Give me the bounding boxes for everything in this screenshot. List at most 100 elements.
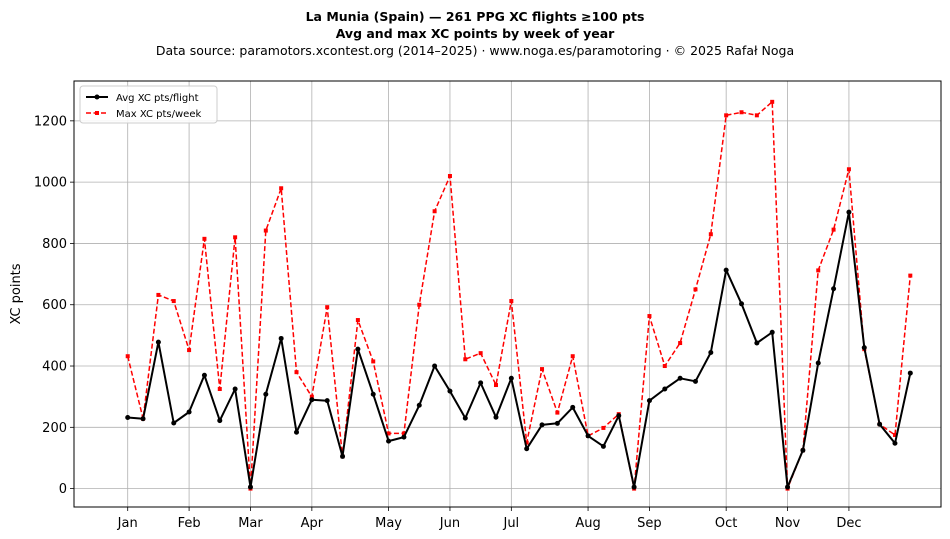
data-point-avg: [232, 386, 238, 392]
data-point-avg: [846, 209, 852, 215]
x-tick-label: Oct: [715, 516, 737, 531]
data-point-max: [386, 431, 391, 436]
y-tick-label: 800: [42, 237, 67, 252]
series-line-max: [126, 101, 912, 490]
data-point-avg: [294, 429, 300, 435]
data-point-max: [447, 174, 452, 179]
data-point-avg: [877, 421, 883, 427]
data-point-avg: [340, 453, 346, 459]
data-point-max: [540, 367, 545, 372]
data-point-max: [770, 99, 775, 104]
data-point-avg: [831, 286, 837, 292]
data-point-max: [217, 387, 222, 392]
x-tick-label: May: [375, 516, 402, 531]
data-point-max: [678, 341, 683, 346]
data-point-avg: [462, 415, 468, 421]
data-point-avg: [539, 422, 545, 428]
data-point-max: [309, 394, 314, 399]
data-point-avg: [263, 391, 269, 397]
data-point-max: [524, 440, 529, 445]
data-point-avg: [769, 329, 775, 335]
x-tick-label: Mar: [238, 516, 263, 531]
series-line-avg: [127, 211, 912, 489]
data-point-max: [463, 357, 468, 362]
x-axis: Jan Feb Mar Apr May Jun Jul Aug Sep Oct Nov Dec: [117, 507, 862, 531]
data-point-avg: [524, 446, 530, 452]
grid: [74, 81, 941, 507]
data-point-avg: [508, 375, 514, 381]
series-layer: [125, 99, 913, 491]
x-tick-label: Jan: [117, 516, 138, 531]
x-tick-label: Jun: [439, 516, 460, 531]
data-point-max: [647, 314, 652, 319]
data-point-max: [371, 359, 376, 364]
data-point-avg: [815, 360, 821, 366]
data-point-max: [724, 113, 729, 118]
data-point-avg: [907, 370, 913, 376]
data-point-max: [908, 273, 913, 278]
chart-titles: La Munia (Spain) — 261 PPG XC flights ≥1…: [0, 8, 950, 59]
data-point-max: [478, 351, 483, 356]
y-tick-label: 200: [42, 421, 67, 436]
data-point-avg: [754, 340, 760, 346]
data-point-avg: [554, 420, 560, 426]
data-point-avg: [201, 372, 207, 378]
x-tick-label: Apr: [301, 516, 324, 531]
data-point-avg: [785, 484, 791, 490]
y-tick-label: 600: [42, 298, 67, 313]
x-tick-label: Dec: [836, 516, 861, 531]
data-point-avg: [140, 416, 146, 422]
y-tick-label: 1000: [34, 176, 67, 191]
data-point-avg: [600, 443, 606, 449]
data-point-avg: [708, 350, 714, 356]
legend: Avg XC pts/flight Max XC pts/week: [79, 85, 218, 124]
data-point-avg: [478, 380, 484, 386]
data-point-avg: [646, 398, 652, 404]
data-point-max: [846, 167, 851, 172]
data-point-max: [892, 432, 897, 437]
x-tick-label: Aug: [575, 516, 600, 531]
data-point-max: [294, 370, 299, 375]
data-point-max: [263, 228, 268, 233]
data-point-avg: [309, 397, 315, 403]
y-tick-label: 1200: [34, 114, 67, 129]
data-point-max: [156, 292, 161, 297]
data-point-avg: [631, 484, 637, 490]
x-tick-label: Jul: [502, 516, 519, 531]
data-point-max: [662, 364, 667, 369]
chart-subtitle: Avg and max XC points by week of year: [335, 26, 615, 41]
legend-marker-max: [95, 111, 99, 115]
data-point-max: [187, 348, 192, 353]
data-point-avg: [186, 409, 192, 415]
data-point-avg: [723, 267, 729, 273]
data-point-avg: [432, 363, 438, 369]
data-point-avg: [278, 335, 284, 341]
data-point-avg: [570, 404, 576, 410]
data-point-avg: [386, 438, 392, 444]
data-point-avg: [616, 413, 622, 419]
data-point-avg: [247, 484, 253, 490]
data-point-max: [754, 113, 759, 118]
data-point-max: [509, 299, 514, 304]
data-point-avg: [447, 388, 453, 394]
data-point-max: [708, 232, 713, 237]
data-point-avg: [800, 447, 806, 453]
data-point-max: [417, 302, 422, 307]
data-point-max: [693, 287, 698, 292]
data-point-avg: [677, 375, 683, 381]
data-point-avg: [892, 440, 898, 446]
data-point-max: [202, 236, 207, 241]
data-point-max: [125, 354, 130, 359]
chart-title: La Munia (Spain) — 261 PPG XC flights ≥1…: [305, 9, 645, 24]
data-point-avg: [324, 398, 330, 404]
x-tick-label: Feb: [178, 516, 201, 531]
data-point-avg: [125, 415, 131, 421]
data-point-avg: [585, 433, 591, 439]
data-point-avg: [861, 345, 867, 351]
data-point-max: [233, 235, 238, 240]
data-point-max: [570, 354, 575, 359]
data-point-max: [401, 431, 406, 436]
data-point-max: [171, 299, 176, 304]
data-point-avg: [171, 420, 177, 426]
